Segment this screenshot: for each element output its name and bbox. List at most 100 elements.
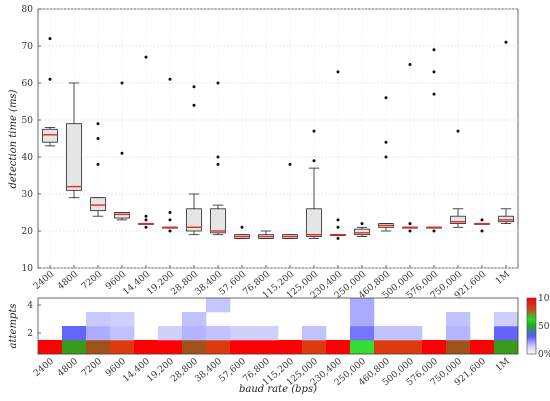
plot-area: [37, 8, 519, 269]
outlier-point: [168, 211, 172, 214]
outlier-point: [432, 92, 436, 96]
y-tick-label: 40: [22, 153, 34, 163]
heatmap-cell: [374, 326, 399, 341]
box-iqr: [498, 215, 514, 223]
heatmap-x-tick-label: 7200: [80, 356, 104, 379]
outlier-point: [192, 85, 196, 89]
heatmap-cell: [350, 298, 375, 313]
heatmap-cell: [86, 312, 111, 327]
box-57,600: [234, 225, 250, 239]
outlier-point: [408, 229, 412, 233]
outlier-point: [480, 218, 484, 222]
box-iqr: [42, 128, 58, 143]
heatmap-frame: [37, 297, 519, 355]
box-115,200: [282, 162, 298, 239]
box-iqr: [186, 208, 202, 232]
box-iqr: [306, 208, 322, 237]
heatmap-cell: [302, 340, 327, 355]
outlier-point: [96, 137, 100, 140]
outlier-point: [144, 55, 148, 59]
heatmap-cell: [158, 326, 183, 341]
box-460,800: [378, 96, 394, 232]
outlier-point: [216, 155, 220, 159]
heatmap-cell: [254, 326, 279, 341]
outlier-point: [144, 225, 148, 229]
heatmap-cell: [134, 340, 159, 355]
heatmap-cell: [374, 340, 399, 355]
heatmap-cell: [350, 312, 375, 327]
outlier-point: [408, 63, 412, 66]
heatmap-cell: [350, 340, 375, 355]
heatmap-cell: [278, 340, 303, 355]
outlier-point: [216, 81, 220, 85]
outlier-point: [144, 218, 148, 222]
box-iqr: [210, 208, 226, 234]
outlier-point: [336, 70, 340, 74]
box-576,000: [426, 48, 442, 233]
colorbar-tick-label: 100%: [538, 294, 550, 304]
heatmap-cell: [206, 340, 231, 355]
heatmap-cell: [182, 340, 207, 355]
heatmap-cell: [86, 326, 111, 341]
heatmap-y-tick-label: 2: [27, 329, 33, 339]
outlier-point: [480, 229, 484, 233]
outlier-point: [192, 103, 196, 107]
outlier-point: [384, 155, 388, 159]
box-4800: [66, 82, 82, 199]
box-750,000: [450, 129, 466, 228]
y-tick-label: 30: [22, 190, 34, 200]
box-iqr: [114, 212, 130, 219]
y-tick-label: 80: [22, 5, 34, 15]
outlier-point: [168, 218, 172, 222]
outlier-point: [312, 159, 316, 163]
outlier-point: [48, 37, 52, 41]
x-tick-label: 4800: [56, 269, 80, 292]
box-9600: [114, 81, 130, 221]
heatmap-cell: [494, 340, 519, 355]
box-28,800: [186, 85, 202, 236]
heatmap-cell: [230, 340, 255, 355]
box-iqr: [354, 228, 370, 236]
box-921,600: [474, 218, 490, 233]
outlier-point: [48, 77, 52, 81]
outlier-point: [144, 214, 148, 218]
outlier-point: [432, 229, 436, 233]
colorbar: [526, 297, 537, 355]
box-19,200: [162, 77, 178, 233]
outlier-point: [336, 218, 340, 222]
outlier-point: [384, 96, 388, 100]
heatmap-cell: [110, 340, 135, 355]
outlier-point: [168, 229, 172, 233]
outlier-point: [432, 70, 436, 74]
colorbar-tick-label: 50%: [538, 322, 550, 332]
box-iqr: [450, 215, 466, 224]
box-7200: [90, 122, 106, 217]
heatmap-x-tick-label: 4800: [56, 356, 80, 379]
y-tick-label: 60: [22, 79, 34, 89]
box-125,000: [306, 129, 322, 239]
heatmap-cell: [446, 340, 471, 355]
box-250,000: [354, 222, 370, 237]
box-76,800: [258, 230, 274, 239]
outlier-point: [216, 162, 220, 166]
heatmap-x-tick-label: 2400: [32, 356, 56, 379]
heatmap-y-tick-label: 4: [27, 301, 33, 311]
box-14,400: [138, 55, 154, 229]
outlier-point: [504, 40, 508, 44]
box-500,000: [402, 63, 418, 233]
heatmap-cell: [86, 340, 111, 355]
x-tick-label: 1M: [494, 270, 512, 287]
box-iqr: [90, 197, 106, 212]
heatmap-cell: [158, 340, 183, 355]
heatmap-y-axis-label: attempts: [8, 304, 19, 349]
heatmap-cell: [446, 312, 471, 327]
box-iqr: [66, 123, 82, 191]
x-axis-label: baud rate (bps): [239, 384, 317, 395]
heatmap-cell: [182, 312, 207, 327]
outlier-point: [168, 77, 172, 81]
outlier-point: [336, 236, 340, 240]
outlier-point: [96, 122, 100, 126]
